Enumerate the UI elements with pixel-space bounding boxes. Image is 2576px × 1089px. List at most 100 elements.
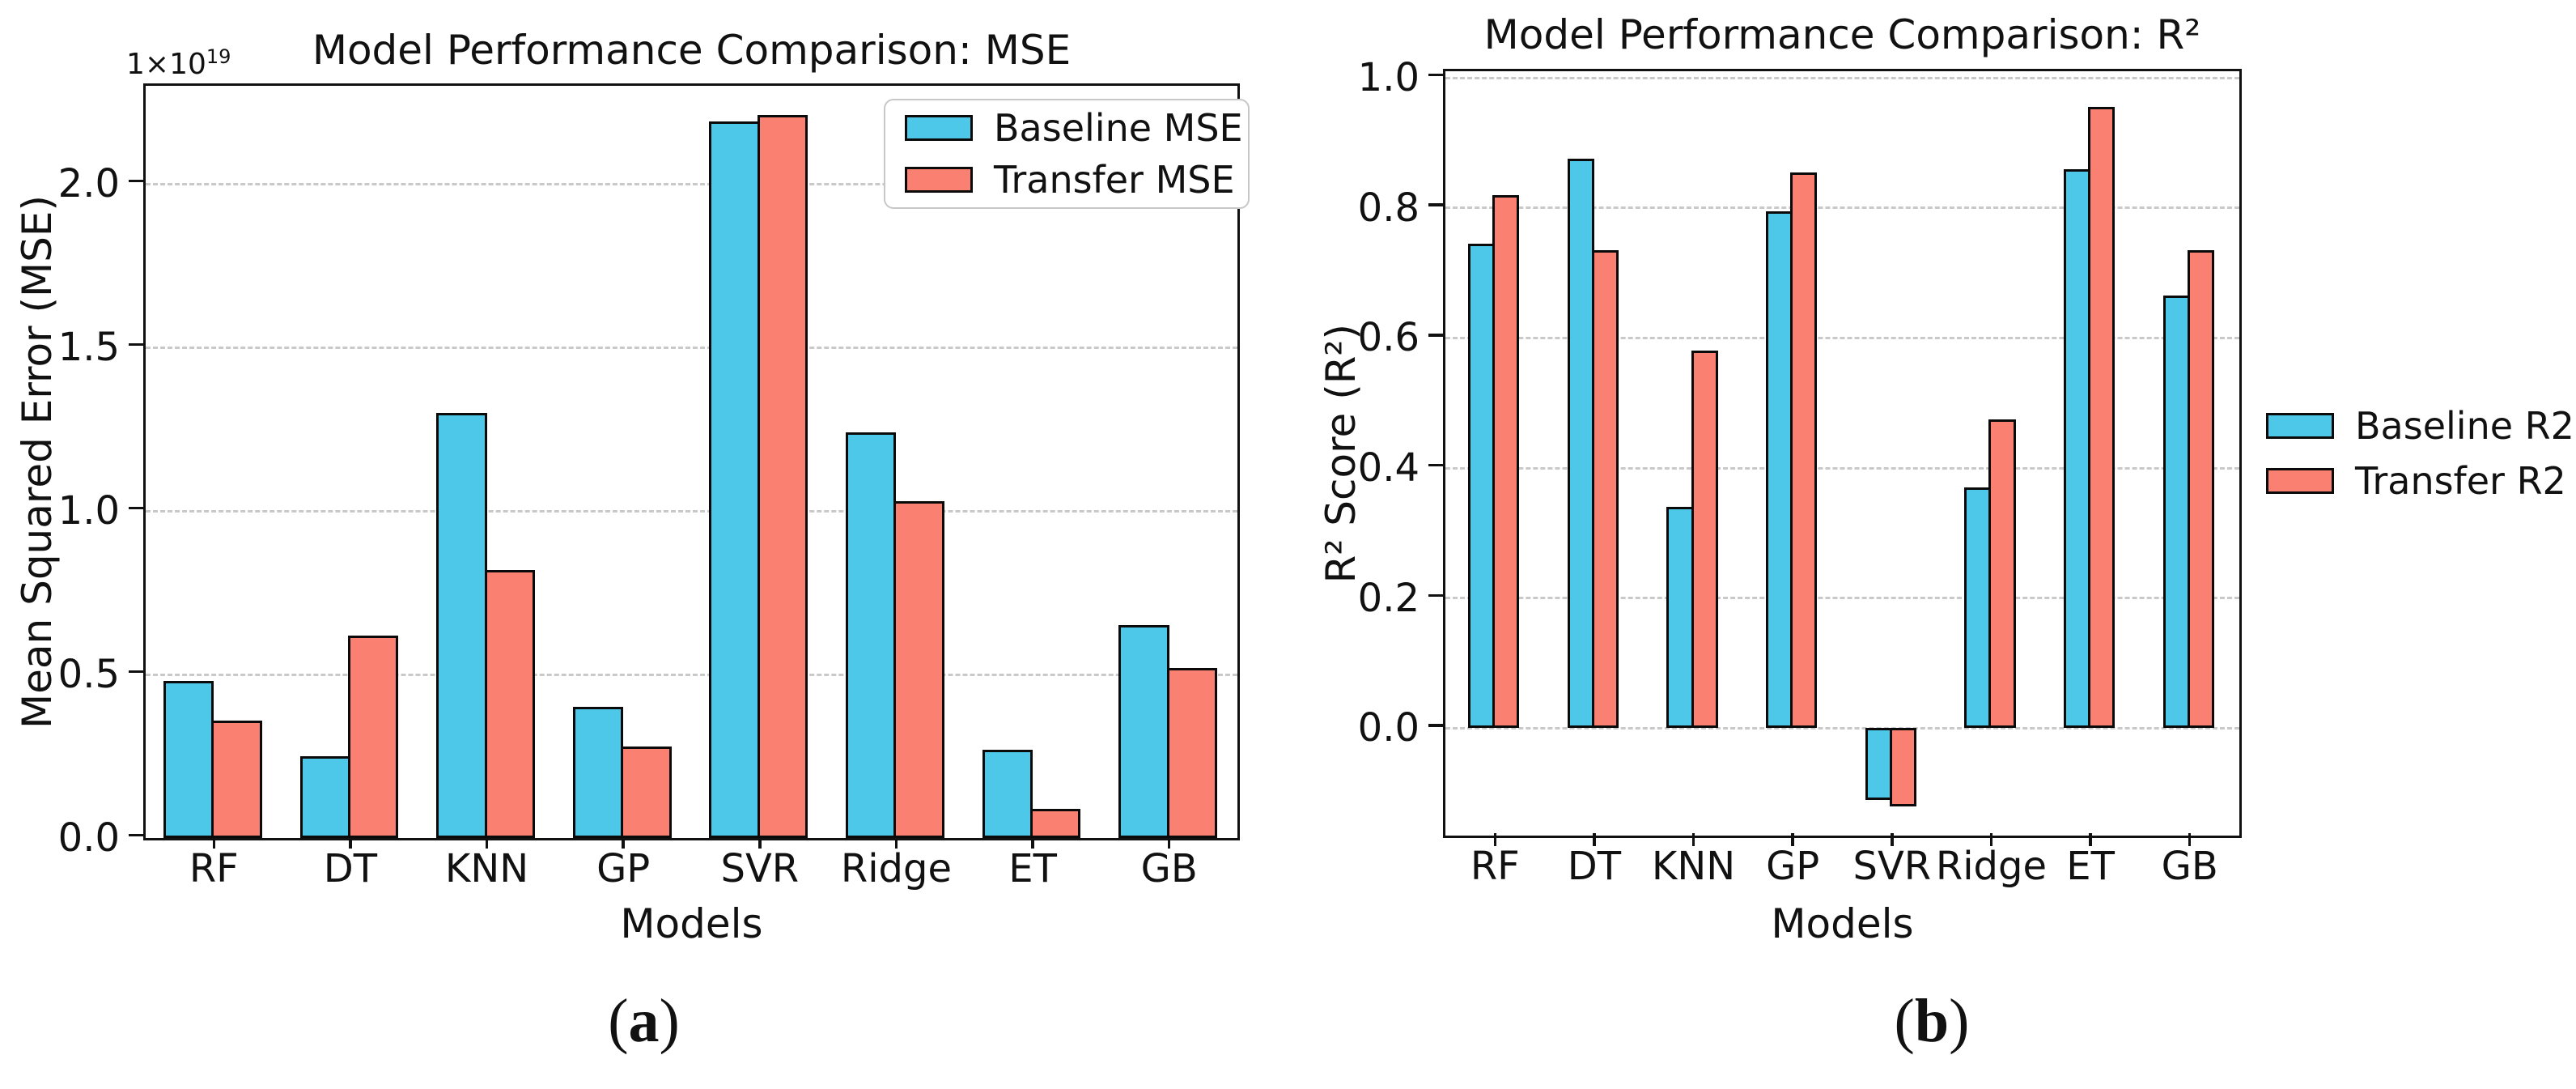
bar-transfer-r2-dt xyxy=(1591,249,1619,729)
bar-transfer-r2-gb xyxy=(2187,249,2214,729)
y-tick-label: 0.8 xyxy=(1357,185,1420,231)
x-tick-mark xyxy=(212,835,216,849)
y-tick-label: 0.0 xyxy=(1357,705,1420,751)
bar-transfer-mse-knn xyxy=(484,569,535,838)
x-tick-mark xyxy=(1031,835,1034,849)
bar-baseline-mse-gp xyxy=(572,707,624,838)
bar-transfer-r2-ridge xyxy=(1988,419,2016,729)
x-tick-label-dt: DT xyxy=(1567,844,1622,889)
x-tick-mark xyxy=(894,835,898,849)
x-tick-mark xyxy=(2188,832,2192,846)
y-tick-label: 0.6 xyxy=(1357,315,1420,361)
y-tick-mark xyxy=(1428,593,1443,597)
x-tick-label-ridge: Ridge xyxy=(1935,844,2048,889)
offset-exponent: 19 xyxy=(206,45,231,68)
y-tick-label: 0.4 xyxy=(1357,445,1420,491)
gridline-0.2 xyxy=(1445,597,2239,600)
bar-baseline-r2-knn xyxy=(1666,507,1694,729)
offset-mantissa: 1×10 xyxy=(126,48,206,81)
x-tick-mark xyxy=(1593,832,1596,846)
baseline-r2-swatch xyxy=(2266,413,2334,439)
x-tick-mark xyxy=(349,835,352,849)
bar-baseline-r2-gb xyxy=(2162,296,2190,729)
y-tick-mark xyxy=(129,506,143,510)
bar-transfer-mse-gb xyxy=(1166,667,1218,838)
bar-transfer-mse-rf xyxy=(211,720,262,838)
bar-baseline-r2-svr xyxy=(1865,728,1892,800)
y-tick-mark xyxy=(129,833,143,837)
bar-transfer-r2-rf xyxy=(1492,194,1520,729)
x-tick-label-svr: SVR xyxy=(720,846,800,891)
baseline-r2-label: Baseline R2 xyxy=(2355,404,2574,448)
legend-entry-baseline-mse: Baseline MSE xyxy=(905,109,1248,147)
x-tick-label-et: ET xyxy=(1008,846,1057,891)
panel-a-x-axis-label: Models xyxy=(620,900,763,947)
bar-baseline-mse-dt xyxy=(299,756,350,838)
gridline-1.0 xyxy=(146,509,1237,513)
y-tick-label: 1.0 xyxy=(57,488,120,534)
y-tick-label: 0.0 xyxy=(57,815,120,861)
bar-transfer-r2-svr xyxy=(1889,728,1916,806)
x-tick-mark xyxy=(1791,832,1794,846)
bar-baseline-mse-knn xyxy=(436,412,487,838)
y-tick-mark xyxy=(129,342,143,347)
transfer-r2-label: Transfer R2 xyxy=(2355,459,2566,503)
x-tick-label-dt: DT xyxy=(323,846,378,891)
gridline-1.0 xyxy=(1445,76,2239,79)
panel-a-axis-offset-text: 1×1019 xyxy=(126,45,231,81)
x-tick-mark xyxy=(622,835,625,849)
bar-transfer-mse-ridge xyxy=(893,500,944,838)
bar-transfer-r2-gp xyxy=(1790,172,1818,729)
transfer-r2-swatch xyxy=(2266,468,2334,494)
panel-b-caption: (b) xyxy=(1894,987,1970,1055)
x-tick-label-knn: KNN xyxy=(1651,844,1736,889)
panel-b-plot-area: 0.0 0.2 0.4 0.6 0.8 1.0 RF DT KNN GP SVR Ridge ET GB xyxy=(1358,58,2242,886)
y-tick-label: 1.5 xyxy=(57,325,120,371)
transfer-mse-swatch xyxy=(905,167,973,193)
x-tick-label-rf: RF xyxy=(1470,844,1520,889)
panel-b-legend: Baseline R2 Transfer R2 xyxy=(2266,397,2576,510)
x-tick-mark xyxy=(1691,832,1695,846)
gridline-0.6 xyxy=(1445,336,2239,339)
bar-transfer-mse-svr xyxy=(757,115,808,838)
x-tick-mark xyxy=(1891,832,1894,846)
bar-baseline-r2-rf xyxy=(1468,243,1496,729)
bar-transfer-mse-gp xyxy=(621,746,672,838)
x-tick-label-svr: SVR xyxy=(1852,844,1932,889)
gridline-0.5 xyxy=(146,673,1237,676)
x-tick-label-knn: KNN xyxy=(444,846,529,891)
panel-a-caption: (a) xyxy=(608,987,680,1055)
x-tick-mark xyxy=(1493,832,1497,846)
gridline-2.0 xyxy=(146,182,1237,185)
legend-entry-baseline-r2: Baseline R2 xyxy=(2266,407,2576,445)
x-tick-mark xyxy=(758,835,762,849)
y-tick-label: 1.0 xyxy=(1357,55,1420,101)
bar-baseline-r2-et xyxy=(2063,168,2091,729)
x-tick-label-gb: GB xyxy=(2161,844,2218,889)
bar-baseline-r2-dt xyxy=(1567,159,1594,729)
panel-a-title: Model Performance Comparison: MSE xyxy=(312,27,1072,74)
gridline-0.0 xyxy=(1445,726,2239,730)
bar-transfer-r2-et xyxy=(2088,107,2116,729)
x-tick-mark xyxy=(485,835,489,849)
x-tick-label-gp: GP xyxy=(1766,844,1820,889)
x-tick-label-gb: GB xyxy=(1140,846,1198,891)
gridline-0.8 xyxy=(1445,206,2239,210)
gridline-1.5 xyxy=(146,346,1237,349)
y-tick-mark xyxy=(1428,463,1443,467)
panel-b-x-axis-label: Models xyxy=(1771,900,1914,947)
y-tick-label: 0.5 xyxy=(57,652,120,698)
bar-baseline-mse-gb xyxy=(1118,625,1169,838)
bar-baseline-mse-rf xyxy=(163,681,214,838)
x-tick-mark xyxy=(1989,832,1993,846)
bar-transfer-mse-et xyxy=(1030,808,1081,838)
bar-baseline-mse-svr xyxy=(709,121,760,838)
y-tick-mark xyxy=(1428,334,1443,337)
y-tick-mark xyxy=(1428,203,1443,206)
y-tick-mark xyxy=(1428,724,1443,727)
baseline-mse-label: Baseline MSE xyxy=(994,106,1243,150)
x-tick-mark xyxy=(1167,835,1171,849)
x-tick-mark xyxy=(2089,832,2092,846)
y-tick-label: 0.2 xyxy=(1357,575,1420,621)
